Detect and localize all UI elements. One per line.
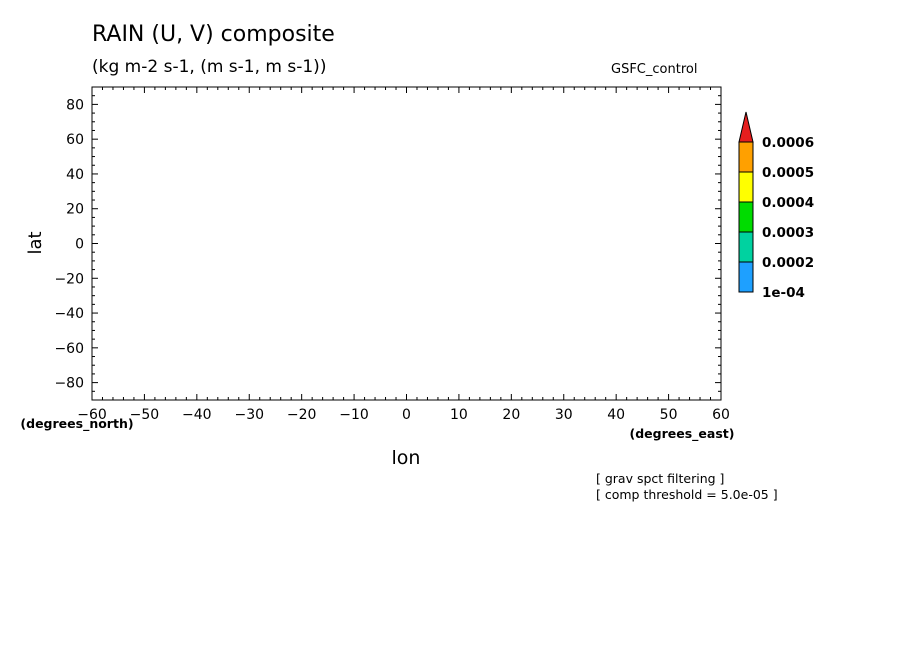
colorbar-segment [738, 261, 754, 293]
x-tick-label: 20 [502, 407, 520, 423]
colorbar-label: 0.0003 [762, 225, 814, 241]
y-tick-label: 80 [66, 97, 84, 113]
y-tick-label: −80 [54, 376, 84, 392]
x-tick-label: −10 [339, 407, 369, 423]
chart-subtitle: (kg m-2 s-1, (m s-1, m s-1)) [92, 57, 327, 77]
x-tick-label: −30 [234, 407, 264, 423]
x-tick-label: 40 [607, 407, 625, 423]
colorbar-label: 0.0004 [762, 195, 814, 211]
y-tick-label: −60 [54, 341, 84, 357]
x-units-label: (degrees_east) [630, 426, 735, 442]
x-tick-label: −60 [77, 407, 107, 423]
colorbar-label: 0.0002 [762, 255, 814, 271]
y-axis: −80 −60 −40 −20 0 20 40 60 80 [54, 86, 721, 401]
colorbar-segment [738, 201, 754, 233]
colorbar-segment [738, 231, 754, 263]
x-tick-label: 60 [712, 407, 730, 423]
threshold-note: [ comp threshold = 5.0e-05 ] [596, 487, 778, 502]
colorbar-label: 1e-04 [762, 285, 805, 301]
colorbar-label: 0.0006 [762, 135, 814, 151]
x-tick-label: 50 [660, 407, 678, 423]
x-tick-label: 10 [450, 407, 468, 423]
y-tick-label: −20 [54, 271, 84, 287]
x-tick-label: 30 [555, 407, 573, 423]
y-tick-label: 20 [66, 202, 84, 218]
colorbar-arrow [738, 111, 754, 143]
colorbar: 1e-04 0.0002 0.0003 0.0004 0.0005 0.0006 [738, 111, 814, 301]
y-tick-label: 0 [75, 237, 84, 253]
y-tick-label: 40 [66, 167, 84, 183]
x-tick-label: −40 [182, 407, 212, 423]
x-tick-label: −20 [287, 407, 317, 423]
y-units-label: (degrees_north) [20, 416, 133, 432]
run-label: GSFC_control [611, 62, 698, 77]
chart-title: RAIN (U, V) composite [92, 22, 335, 47]
y-axis-label: lat [25, 231, 46, 254]
x-axis-label: lon [392, 447, 421, 469]
colorbar-segment [738, 171, 754, 203]
y-tick-label: −40 [54, 306, 84, 322]
y-tick-label: 60 [66, 132, 84, 148]
x-tick-label: −50 [130, 407, 160, 423]
plot-frame [91, 86, 722, 401]
filter-note: [ grav spct filtering ] [596, 471, 725, 486]
colorbar-label: 0.0005 [762, 165, 814, 181]
x-axis: −60 −50 −40 −30 −20 −10 0 10 20 30 40 50 60 [77, 87, 730, 423]
x-tick-label: 0 [402, 407, 411, 423]
colorbar-segment [738, 141, 754, 173]
